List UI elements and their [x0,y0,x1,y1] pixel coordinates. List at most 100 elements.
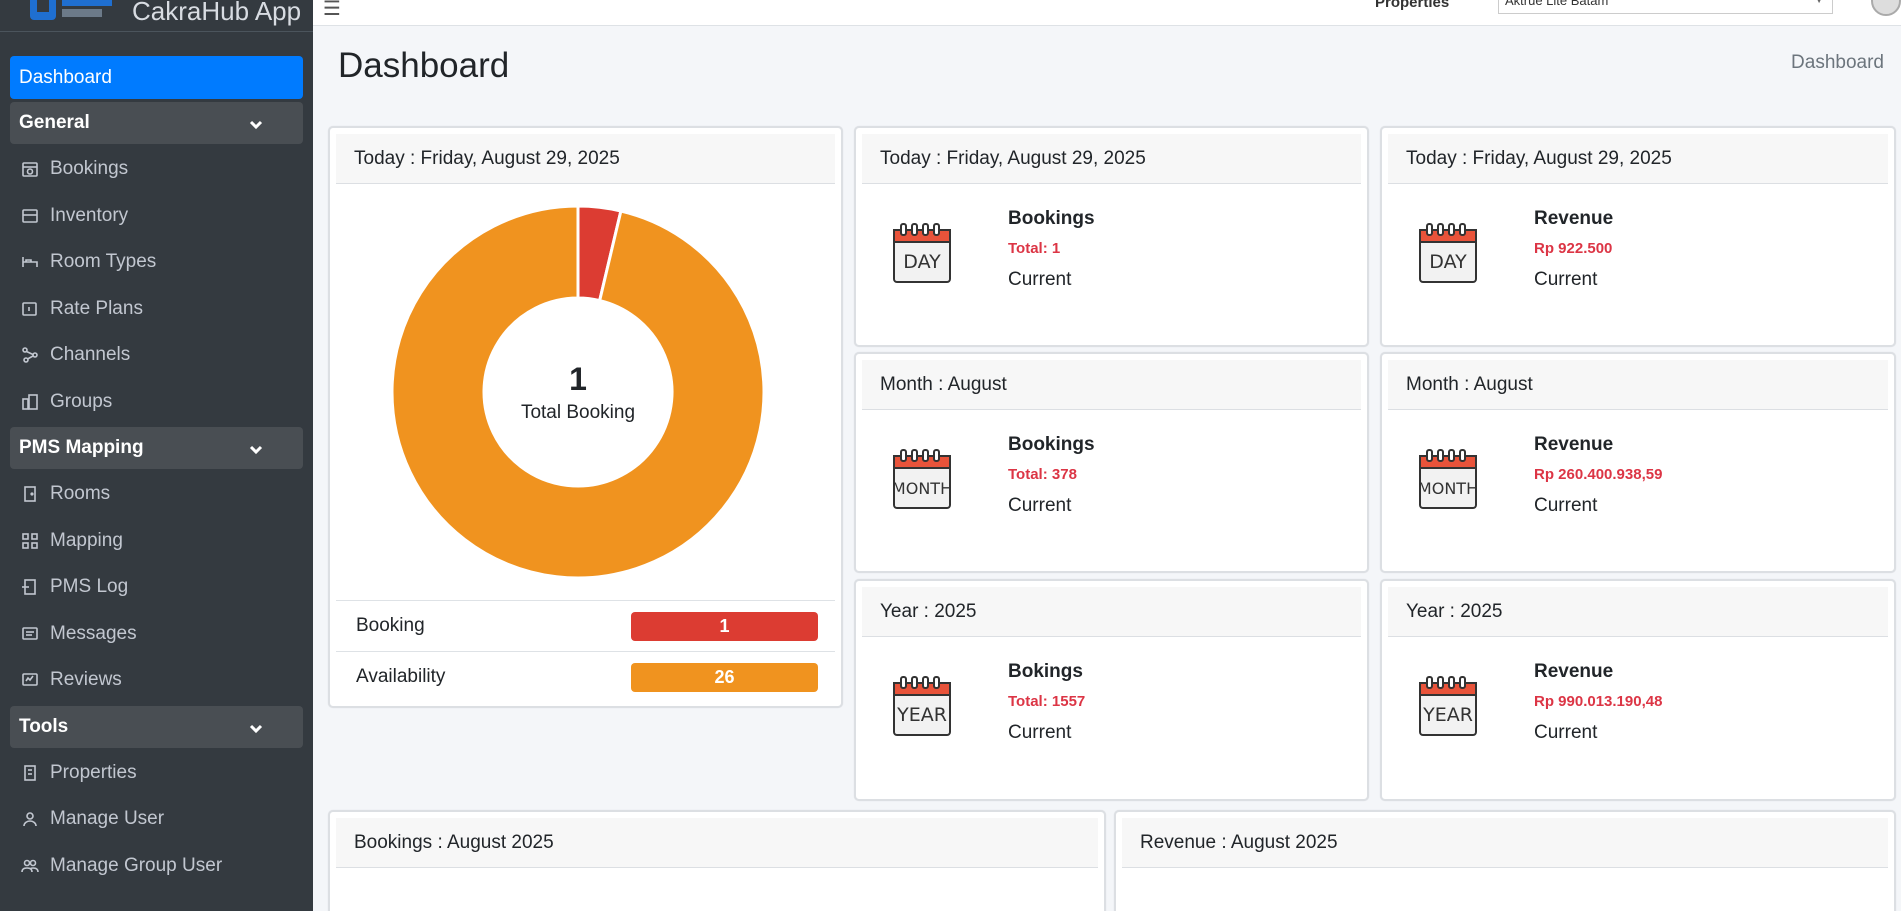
sidebar-item-label: Rooms [50,483,111,505]
calendar-icon: DAY [893,223,951,283]
review-icon [19,669,41,691]
calendar-icon-text: MONTH [892,479,952,498]
sidebar-section-general[interactable]: General [10,102,303,144]
menu-toggle-icon[interactable]: ☰ [323,0,341,20]
brand[interactable]: CakraHub App [0,0,313,32]
stat-text: Revenue Rp 922.500 Current [1534,208,1613,291]
sidebar-item-room-types[interactable]: Room Types [10,239,303,286]
stat-title: Revenue [1534,434,1614,455]
sidebar-item-label: General [19,112,90,133]
sidebar-item-label: Reviews [50,669,122,691]
sidebar-section-tools[interactable]: Tools [10,705,303,748]
properties-select[interactable]: Aktrue Lite Batam ▼ [1498,0,1833,14]
stat-total: Total: 1 [1008,240,1061,257]
stat-subtitle: Current [1008,269,1072,290]
sidebar-item-mapping[interactable]: Mapping [10,518,303,565]
sidebar-item-label: Bookings [50,158,129,180]
stat-card: Today : Friday, August 29, 2025 DAY Revenu… [1380,126,1896,347]
app-title: CakraHub App [132,0,302,26]
calendar-icon: MONTH [892,449,952,509]
sidebar-item-rate-plans[interactable]: Rate Plans [10,286,303,333]
sidebar-item-rooms[interactable]: Rooms [10,471,303,518]
chevron-down-icon: ▼ [1814,0,1824,6]
buildings-icon [19,391,41,413]
chevron-down-icon [249,441,263,455]
card-header: Today : Friday, August 29, 2025 [1388,134,1888,184]
card-header: Today : Friday, August 29, 2025 [862,134,1361,184]
legend-row-availability: Availability 26 [336,651,835,702]
avatar[interactable] [1871,0,1901,16]
card-header: Month : August [862,360,1361,410]
brand-logo [30,0,112,20]
sidebar-item-reviews[interactable]: Reviews [10,657,303,704]
stat-card: Year : 2025 YEAR Bokings Total: 1557 Current [854,579,1369,801]
total-booking-number: 1 [569,360,587,397]
network-icon [19,344,41,366]
building-icon [19,762,41,784]
stat-title: Revenue [1534,208,1614,229]
sidebar-item-groups[interactable]: Groups [10,379,303,426]
legend-label: Availability [356,666,446,687]
stat-subtitle: Current [1008,495,1072,516]
card-header: Year : 2025 [1388,587,1888,637]
stat-total: Rp 990.013.190,48 [1534,693,1663,710]
sidebar-item-messages[interactable]: Messages [10,611,303,658]
sidebar-item-label: Properties [50,761,137,783]
sidebar-item-manage-user[interactable]: Manage User [10,796,303,843]
sidebar-item-label: Messages [50,622,137,644]
sidebar-item-label: Rate Plans [50,297,143,319]
message-icon [19,623,41,645]
box-icon [19,205,41,227]
revenue-month-card: Revenue : August 2025 [1114,810,1896,911]
stat-subtitle: Current [1534,269,1598,290]
users-icon [19,855,41,877]
page-title: Dashboard [338,46,510,85]
calendar-icon: MONTH [1418,449,1478,509]
stat-text: Bokings Total: 1557 Current [1008,661,1085,744]
stat-total: Total: 1557 [1008,693,1086,710]
map-icon [19,530,41,552]
sidebar-item-label: Tools [19,715,69,737]
stat-total: Total: 378 [1008,466,1077,483]
legend-row-booking: Booking 1 [336,600,835,651]
sidebar-item-label: Inventory [50,204,129,226]
donut-chart: 1 Total Booking [390,204,766,580]
calendar-icon: YEAR [1419,676,1477,736]
legend-value-badge: 26 [631,662,818,692]
card-header: Year : 2025 [862,587,1361,637]
sidebar-section-pms-mapping[interactable]: PMS Mapping [10,427,303,469]
stat-title: Bokings [1008,661,1083,682]
tag-icon [19,298,41,320]
sidebar-item-label: Room Types [50,251,157,273]
total-booking-label: Total Booking [520,401,636,423]
stat-card: Month : August MONTH Bookings Total: 378 Cur… [854,352,1369,573]
donut-slice-availability[interactable] [390,204,766,580]
calendar-icon: YEAR [893,676,951,736]
sidebar-item-label: PMS Log [50,576,129,598]
calendar-icon-text: MONTH [1418,479,1478,498]
user-icon [19,808,41,830]
stat-text: Revenue Rp 990.013.190,48 Current [1534,661,1662,744]
calendar-icon-text: DAY [1429,251,1467,273]
sidebar-item-label: Mapping [50,529,123,551]
booking-donut-card: Today : Friday, August 29, 2025 1 Total … [328,126,843,708]
properties-select-value: Aktrue Lite Batam [1505,0,1609,8]
sidebar-nav: Dashboard General Bookings Inventory Room Ty… [10,56,303,889]
card-header: Month : August [1388,360,1888,410]
chevron-down-icon [249,720,263,734]
calendar-icon-text: YEAR [896,704,947,726]
breadcrumb[interactable]: Dashboard [1791,52,1884,73]
sidebar-item-label: Manage User [50,808,165,830]
card-header: Revenue : August 2025 [1122,818,1888,868]
bookings-month-card: Bookings : August 2025 [328,810,1106,911]
sidebar-item-pms-log[interactable]: PMS Log [10,564,303,611]
stat-total: Rp 260.400.938,59 [1534,466,1663,483]
door-icon [19,483,41,505]
sidebar-item-manage-group-user[interactable]: Manage Group User [10,843,303,890]
sidebar-item-dashboard[interactable]: Dashboard [10,56,303,99]
stat-title: Revenue [1534,661,1614,682]
sidebar-item-inventory[interactable]: Inventory [10,193,303,240]
sidebar-item-channels[interactable]: Channels [10,332,303,379]
sidebar-item-properties[interactable]: Properties [10,750,303,797]
sidebar-item-bookings[interactable]: Bookings [10,146,303,193]
